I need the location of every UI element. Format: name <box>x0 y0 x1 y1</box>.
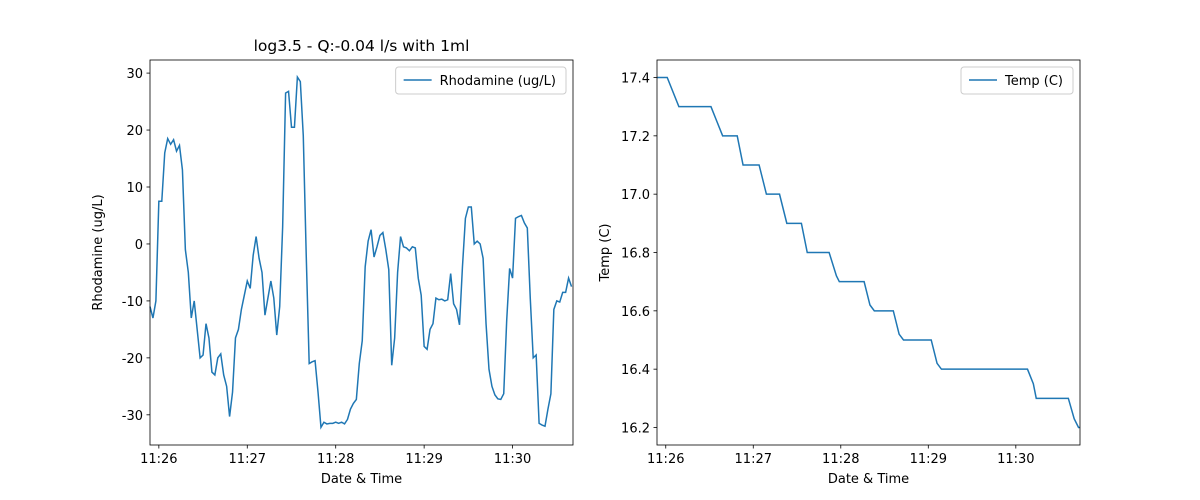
y-tick-label: 17.4 <box>621 72 650 87</box>
legend: Rhodamine (ug/L) <box>395 66 567 95</box>
y-tick-label: 17.0 <box>621 188 650 203</box>
x-tick-label: 11:28 <box>317 452 354 467</box>
y-tick-label: 16.2 <box>621 422 650 437</box>
legend-label: Rhodamine (ug/L) <box>440 74 556 89</box>
y-axis-label: Rhodamine (ug/L) <box>91 194 106 310</box>
x-tick-label: 11:30 <box>494 452 531 467</box>
y-tick-label: 20 <box>126 124 143 139</box>
plot-area <box>150 60 573 445</box>
x-tick-label: 11:28 <box>822 452 859 467</box>
y-tick-label: -20 <box>122 352 143 367</box>
y-tick-label: 10 <box>126 181 143 196</box>
y-tick-label: -30 <box>122 409 143 424</box>
subplot: 11:26 11:27 11:28 11:29 11:30 -30 -20 -10 0 10 20 3… <box>91 37 574 487</box>
x-tick-label: 11:26 <box>647 452 684 467</box>
y-tick-label: 30 <box>126 67 143 82</box>
chart-title: log3.5 - Q:-0.04 l/s with 1ml <box>254 37 470 55</box>
x-tick-label: 11:29 <box>910 452 947 467</box>
subplot: 11:26 11:27 11:28 11:29 11:30 16.2 16.4 16.6 16.… <box>598 59 1081 487</box>
legend: Temp (C) <box>960 66 1074 95</box>
x-tick-label: 11:27 <box>735 452 772 467</box>
y-tick-label: 16.4 <box>621 363 650 378</box>
plot-area <box>657 60 1080 445</box>
y-tick-label: 16.6 <box>621 305 650 320</box>
axes-frame <box>149 59 574 446</box>
x-axis-label: Date & Time <box>321 472 402 487</box>
y-tick-label: -10 <box>122 295 143 310</box>
x-tick-label: 11:26 <box>140 452 177 467</box>
legend-box <box>960 66 1074 95</box>
data-line <box>149 74 573 430</box>
y-axis-label: Temp (C) <box>598 224 613 283</box>
data-line <box>657 76 1080 429</box>
x-axis-label: Date & Time <box>828 472 909 487</box>
y-tick-label: 0 <box>135 238 143 253</box>
x-tick-label: 11:30 <box>997 452 1034 467</box>
y-tick-label: 17.2 <box>621 130 650 145</box>
x-tick-label: 11:29 <box>405 452 442 467</box>
y-tick-label: 16.8 <box>621 247 650 262</box>
legend-label: Temp (C) <box>1004 74 1063 89</box>
x-tick-label: 11:27 <box>229 452 266 467</box>
legend-box <box>395 66 567 95</box>
